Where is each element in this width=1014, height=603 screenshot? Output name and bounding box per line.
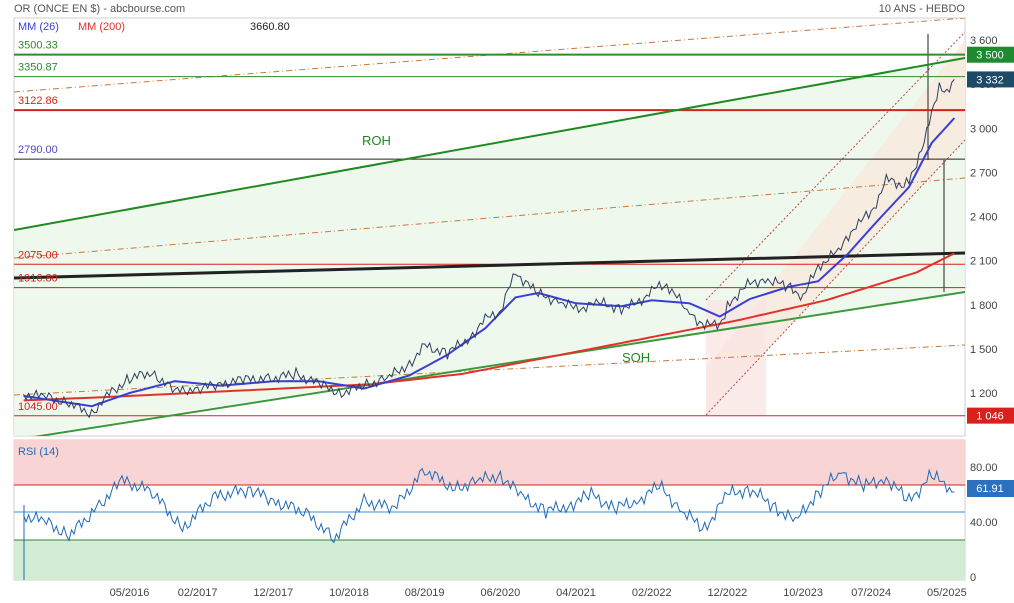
rsi-oversold-zone xyxy=(14,540,965,580)
ma26-line xyxy=(23,117,956,408)
soh-trendline xyxy=(33,291,965,436)
price-tag-text: 1 046 xyxy=(976,411,1004,423)
level-labels: 3500.33 3350.87 3122.86 2790.00 2075.00 1916.… xyxy=(18,40,58,413)
x-tick-label: 08/2019 xyxy=(405,587,445,599)
roh-trendline xyxy=(14,57,965,231)
y-tick-label: 3 000 xyxy=(970,123,998,135)
level-label: 2075.00 xyxy=(18,249,58,261)
rsi-value-tag xyxy=(967,480,1014,497)
ma-fast-legend: MM (26) xyxy=(18,21,59,33)
y-tick-label: 1 200 xyxy=(970,388,998,400)
period-label: 10 ANS - HEBDO xyxy=(879,3,966,15)
roh-channel-fill xyxy=(14,58,965,436)
wedge-lower-line xyxy=(705,139,965,416)
y-tick-label: 2 100 xyxy=(970,256,998,268)
middle-fib-line xyxy=(14,177,965,259)
y-tick-label: 2 700 xyxy=(970,167,998,179)
price-line xyxy=(23,79,955,419)
level-label: 1916.80 xyxy=(18,273,58,285)
x-tick-label: 02/2022 xyxy=(632,587,672,599)
x-tick-label: 05/2025 xyxy=(927,587,967,599)
x-tick-label: 06/2020 xyxy=(480,587,520,599)
low-zone-fill xyxy=(706,300,766,415)
main-plot-area: ROH SOH xyxy=(14,18,965,436)
level-label: 2790.00 xyxy=(18,144,58,156)
y-tick-label: 1 500 xyxy=(970,344,998,356)
rsi-overbought-zone xyxy=(14,440,965,485)
top-level-label: 3660.80 xyxy=(250,21,290,33)
ma200-line xyxy=(23,252,955,402)
neckline xyxy=(14,251,965,280)
level-label: 1045.00 xyxy=(18,401,58,413)
rsi-axis: 80.00 40.00 0 xyxy=(970,462,998,584)
x-tick-label: 04/2021 xyxy=(556,587,596,599)
upper-fib-line xyxy=(14,18,965,93)
rsi-line xyxy=(23,467,955,544)
price-tag xyxy=(967,407,1014,424)
y-tick-label: 3 600 xyxy=(970,35,998,47)
ma-slow-legend: MM (200) xyxy=(78,21,125,33)
rsi-label: RSI (14) xyxy=(18,446,59,458)
x-tick-label: 12/2022 xyxy=(708,587,748,599)
level-label: 3350.87 xyxy=(18,62,58,74)
rsi-tick-label: 80.00 xyxy=(970,462,998,474)
lower-fib-line xyxy=(14,344,965,396)
price-tag-text: 3 500 xyxy=(976,50,1004,62)
chart-title: OR (ONCE EN $) - abcbourse.com xyxy=(14,3,185,15)
rsi-tick-label: 0 xyxy=(970,572,976,584)
time-axis: 05/2016 02/2017 12/2017 10/2018 08/2019 06/20… xyxy=(110,587,967,599)
x-tick-label: 12/2017 xyxy=(253,587,293,599)
y-tick-label: 1 800 xyxy=(970,300,998,312)
rsi-value-text: 61.91 xyxy=(976,483,1004,495)
rsi-tick-label: 40.00 xyxy=(970,517,998,529)
x-tick-label: 05/2016 xyxy=(110,587,150,599)
x-tick-label: 07/2024 xyxy=(851,587,891,599)
x-tick-label: 02/2017 xyxy=(178,587,218,599)
level-label: 3500.33 xyxy=(18,40,58,52)
roh-label: ROH xyxy=(362,133,391,148)
x-tick-label: 10/2018 xyxy=(329,587,369,599)
price-tag xyxy=(967,46,1014,63)
price-tags: 3 500 3 332 1 046 xyxy=(967,46,1014,424)
soh-label: SOH xyxy=(622,350,650,365)
level-label: 3122.86 xyxy=(18,95,58,107)
x-tick-label: 10/2023 xyxy=(783,587,823,599)
y-tick-label: 2 400 xyxy=(970,212,998,224)
price-tag xyxy=(967,71,1014,88)
price-tag-text: 3 332 xyxy=(976,74,1004,86)
